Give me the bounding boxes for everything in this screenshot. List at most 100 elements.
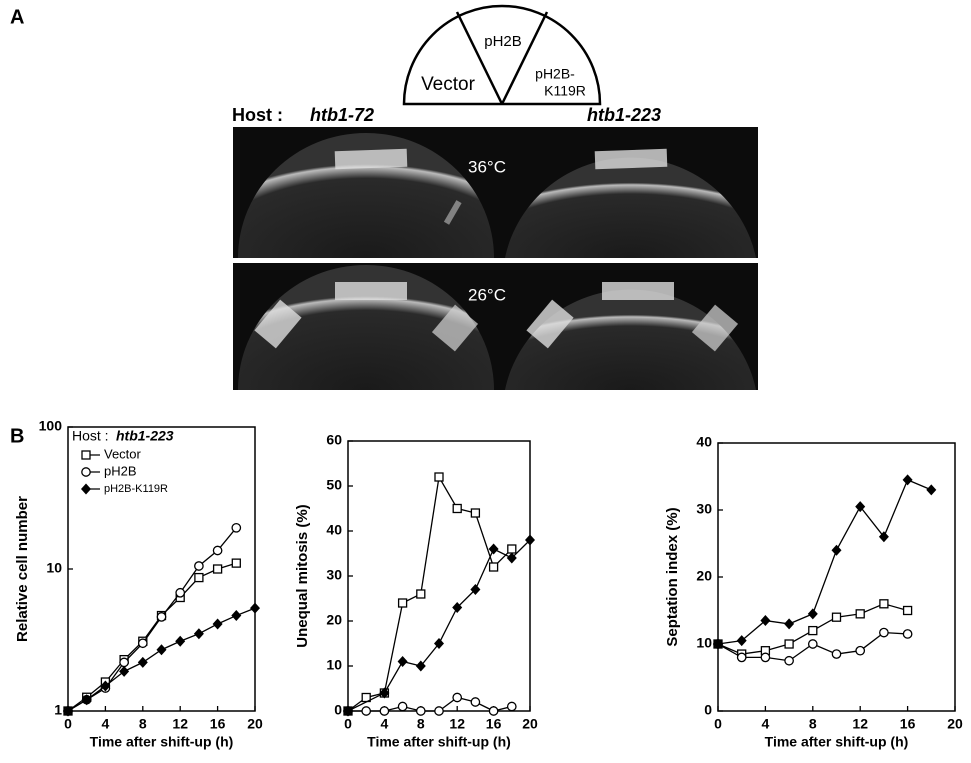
- legend-label: pH2B: [104, 463, 137, 478]
- marker: [902, 605, 913, 616]
- plate-diagram: [402, 4, 602, 106]
- marker: [807, 639, 818, 649]
- marker: [470, 584, 481, 595]
- marker: [760, 652, 771, 663]
- x-tick-label: 0: [714, 716, 722, 732]
- host-name: htb1-223: [587, 105, 661, 125]
- y-axis-label: Unequal mitosis (%): [294, 504, 311, 647]
- panel-label: B: [10, 425, 24, 447]
- diagram-label: K119R: [544, 83, 586, 99]
- x-tick-label: 8: [417, 716, 425, 732]
- legend-label: pH2B-K119R: [104, 483, 168, 495]
- marker: [831, 544, 842, 556]
- marker: [784, 639, 794, 649]
- series-line: [348, 696, 512, 712]
- marker: [361, 706, 372, 716]
- marker: [878, 531, 889, 543]
- panel-label: A: [10, 6, 24, 28]
- series-line: [347, 475, 513, 712]
- marker: [452, 503, 462, 514]
- y-tick-label: 100: [39, 418, 63, 434]
- x-tick-label: 12: [852, 716, 868, 732]
- marker: [855, 645, 866, 656]
- marker: [119, 665, 130, 677]
- marker: [81, 450, 91, 460]
- marker: [784, 618, 795, 630]
- marker: [231, 522, 242, 533]
- legend-label: Vector: [104, 446, 142, 461]
- marker: [434, 472, 444, 482]
- marker: [63, 705, 73, 717]
- y-tick-label: 10: [696, 635, 712, 651]
- marker: [760, 615, 771, 627]
- marker: [194, 572, 204, 583]
- x-tick-label: 16: [900, 716, 916, 732]
- x-tick-label: 16: [210, 716, 226, 732]
- marker: [397, 656, 408, 667]
- y-axis-label: Relative cell number: [14, 496, 31, 642]
- marker: [855, 501, 866, 513]
- marker: [250, 602, 260, 614]
- marker: [902, 629, 913, 639]
- marker: [784, 655, 794, 666]
- marker: [525, 534, 535, 546]
- marker: [488, 543, 499, 555]
- y-tick-label: 40: [696, 434, 712, 450]
- y-axis-label: Septation index (%): [664, 507, 681, 646]
- x-tick-label: 20: [947, 716, 963, 732]
- marker: [175, 587, 186, 598]
- marker: [434, 706, 444, 716]
- y-tick-label: 30: [326, 567, 342, 583]
- marker: [212, 618, 223, 630]
- marker: [415, 706, 426, 716]
- marker: [807, 608, 818, 620]
- legend-title: Host :: [72, 428, 109, 444]
- marker: [81, 483, 91, 495]
- marker: [488, 562, 499, 572]
- host-name: htb1-72: [310, 105, 374, 125]
- marker: [231, 558, 241, 568]
- host-label: Host :: [232, 105, 283, 125]
- plot-frame: [67, 426, 256, 712]
- marker: [470, 508, 481, 518]
- marker: [452, 692, 463, 703]
- diagram-label: pH2B: [484, 33, 522, 50]
- marker: [119, 657, 129, 668]
- marker: [831, 612, 842, 622]
- marker: [212, 564, 223, 574]
- marker: [808, 625, 818, 636]
- marker: [137, 638, 148, 649]
- plate-photos: [233, 127, 758, 390]
- y-tick-label: 10: [46, 560, 62, 576]
- temperature-label: 36°C: [468, 157, 506, 176]
- y-tick-label: 20: [696, 568, 712, 584]
- y-tick-label: 50: [326, 477, 342, 493]
- marker: [194, 561, 204, 571]
- marker: [416, 589, 426, 599]
- y-tick-label: 60: [326, 432, 342, 448]
- x-tick-label: 0: [344, 716, 352, 732]
- x-tick-label: 20: [247, 716, 263, 732]
- marker: [379, 706, 390, 716]
- x-tick-label: 8: [809, 716, 817, 732]
- legend-title: htb1-223: [116, 428, 174, 444]
- marker: [713, 638, 723, 650]
- marker: [926, 484, 937, 496]
- x-axis-label: Time after shift-up (h): [367, 734, 511, 750]
- marker: [212, 545, 223, 556]
- temperature-label: 26°C: [468, 285, 506, 304]
- marker: [507, 544, 517, 554]
- marker: [81, 694, 92, 706]
- series-line: [67, 527, 237, 712]
- series-line: [717, 478, 932, 645]
- marker: [879, 599, 889, 609]
- x-tick-label: 16: [486, 716, 502, 732]
- x-axis-label: Time after shift-up (h): [765, 734, 909, 750]
- y-tick-label: 40: [326, 522, 342, 538]
- x-tick-label: 4: [762, 716, 770, 732]
- marker: [156, 644, 167, 656]
- marker: [831, 649, 842, 659]
- y-tick-label: 1: [54, 702, 62, 718]
- x-tick-label: 4: [102, 716, 110, 732]
